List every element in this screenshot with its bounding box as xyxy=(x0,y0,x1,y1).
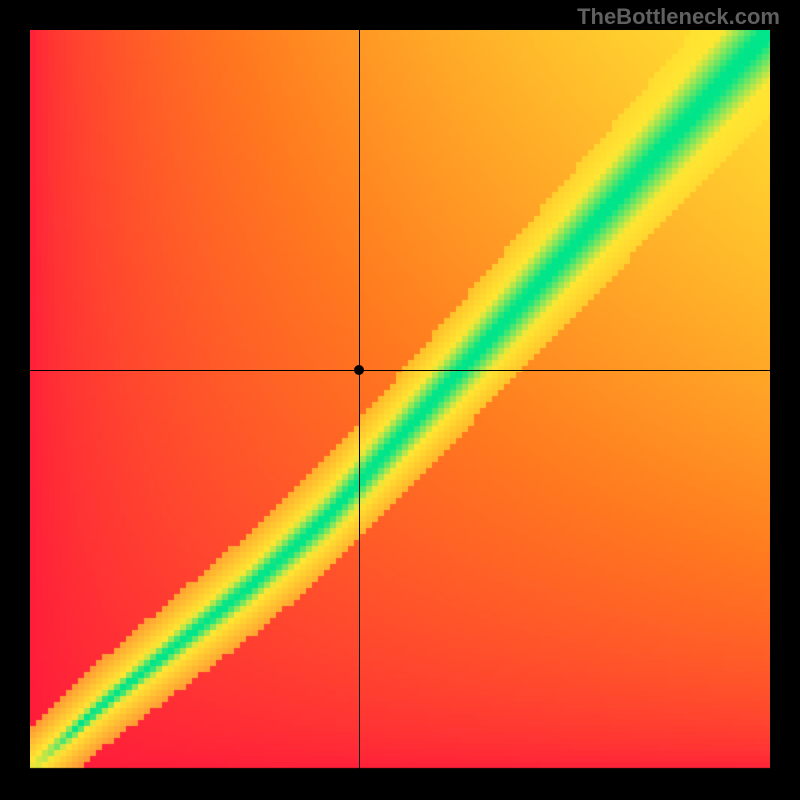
crosshair-horizontal xyxy=(30,370,770,371)
chart-container: TheBottleneck.com xyxy=(0,0,800,800)
heatmap-canvas xyxy=(30,30,770,770)
data-point-marker xyxy=(354,365,364,375)
watermark-text: TheBottleneck.com xyxy=(577,4,780,30)
crosshair-vertical xyxy=(359,30,360,770)
heatmap-plot-area xyxy=(30,30,770,770)
